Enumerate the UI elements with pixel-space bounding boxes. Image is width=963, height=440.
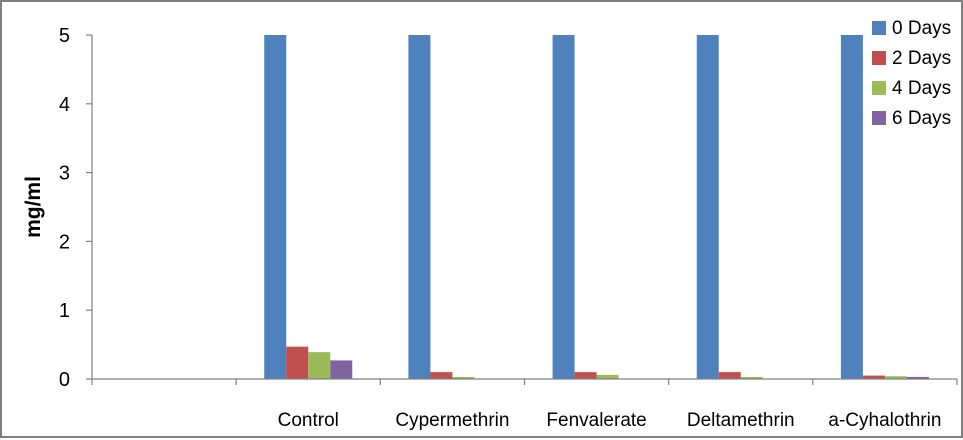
- legend-swatch: [872, 21, 886, 35]
- y-tick-label: 2: [59, 231, 70, 253]
- bar: [696, 35, 719, 379]
- x-category-label: Deltamethrin: [687, 410, 795, 431]
- bar: [884, 376, 907, 379]
- bar: [430, 372, 453, 379]
- legend-swatch: [872, 51, 886, 65]
- x-category-label: Fenvalerate: [546, 410, 646, 431]
- y-tick-label: 1: [59, 300, 70, 322]
- x-category-label: Cypermethrin: [395, 410, 509, 431]
- bar: [718, 372, 741, 379]
- legend-label: 0 Days: [892, 18, 951, 39]
- bar: [330, 360, 353, 379]
- legend-label: 4 Days: [892, 78, 951, 99]
- y-tick-label: 0: [59, 369, 70, 391]
- y-axis-title: mg/ml: [22, 176, 45, 238]
- bar: [596, 374, 619, 379]
- y-tick-label: 3: [59, 163, 70, 185]
- bar: [862, 375, 885, 379]
- x-category-label: Control: [278, 410, 339, 431]
- bar: [264, 35, 287, 379]
- bar: [452, 376, 475, 379]
- y-tick-label: 5: [59, 25, 70, 47]
- x-axis-category-labels: Control Cypermethrin Fenvalerate Deltamethr…: [91, 379, 958, 431]
- bar: [906, 376, 929, 379]
- legend-label: 6 Days: [892, 108, 951, 129]
- legend-label: 2 Days: [892, 48, 951, 69]
- bar: [308, 352, 331, 379]
- bar: [408, 35, 431, 379]
- bar: [552, 35, 575, 379]
- x-category-label: a-Cyhalothrin: [828, 410, 941, 431]
- bar: [740, 376, 763, 379]
- legend: 0 Days 2 Days 4 Days 6 Days: [872, 18, 951, 129]
- y-tick-label: 4: [59, 94, 70, 116]
- y-axis-ticks: 0 1 2 3 4 5: [59, 25, 92, 391]
- legend-swatch: [872, 81, 886, 95]
- bar: [286, 346, 309, 379]
- bar-series: [264, 35, 929, 379]
- bar: [574, 372, 597, 379]
- bar: [840, 35, 863, 379]
- legend-swatch: [872, 111, 886, 125]
